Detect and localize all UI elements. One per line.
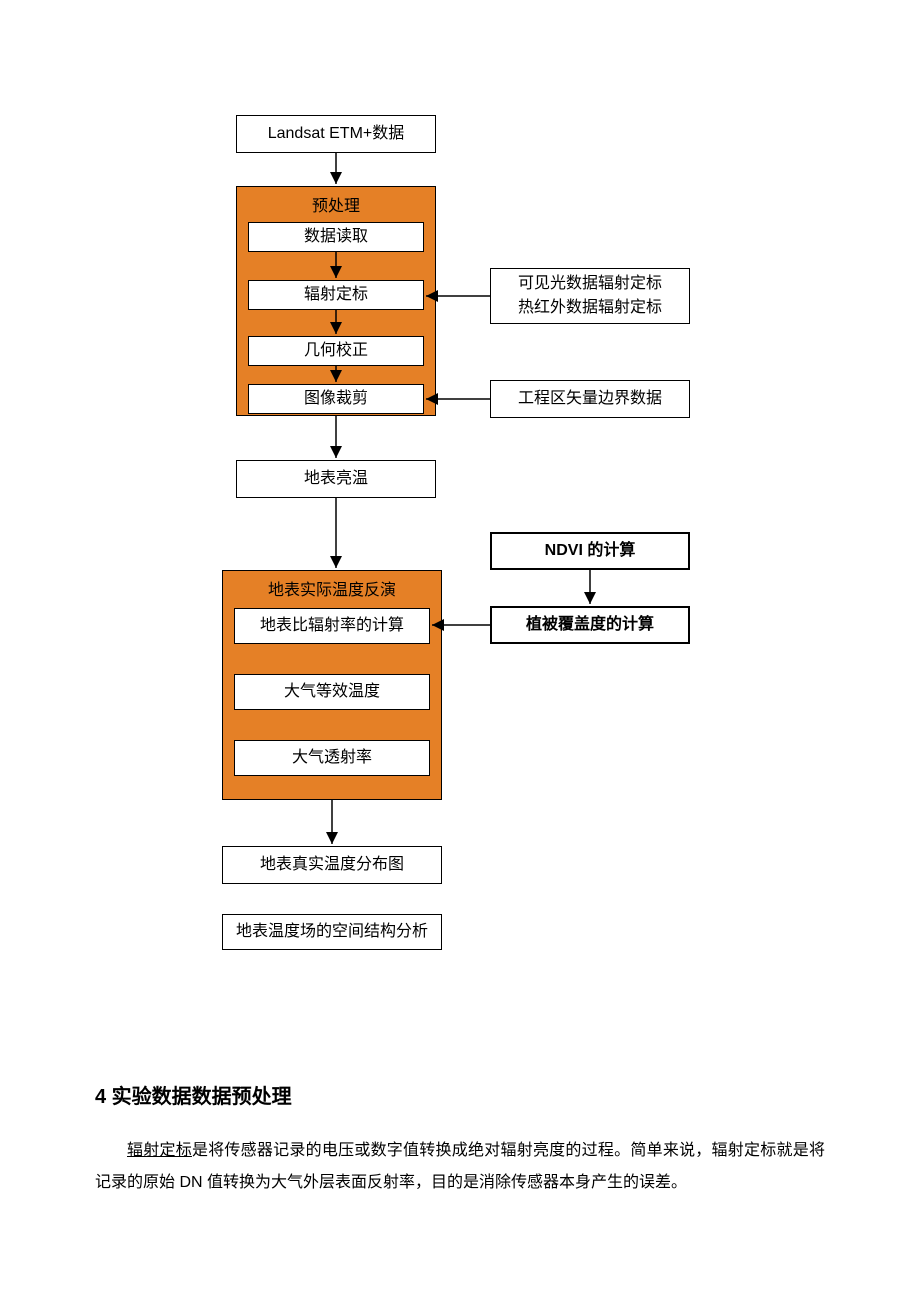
group-preprocessing-title: 预处理 <box>237 187 435 221</box>
section-heading: 4 实验数据数据预处理 <box>95 1080 292 1109</box>
flowchart-container: Landsat ETM+数据 预处理 数据读取 辐射定标 几何校正 图像裁剪 可… <box>0 0 920 970</box>
underlined-term: 辐射定标 <box>127 1142 192 1159</box>
node-landsat: Landsat ETM+数据 <box>236 115 436 153</box>
node-emissivity: 地表比辐射率的计算 <box>234 608 430 644</box>
node-geometric-correction: 几何校正 <box>248 336 424 366</box>
node-temp-distribution: 地表真实温度分布图 <box>222 846 442 884</box>
flowchart-arrows <box>0 0 920 970</box>
node-ndvi: NDVI 的计算 <box>490 532 690 570</box>
paragraph-rest: 是将传感器记录的电压或数字值转换成绝对辐射亮度的过程。简单来说，辐射定标就是将记… <box>95 1142 825 1191</box>
node-image-crop: 图像裁剪 <box>248 384 424 414</box>
group-temperature-title: 地表实际温度反演 <box>223 571 441 605</box>
side-calib-types-inner: 可见光数据辐射定标 热红外数据辐射定标 <box>490 268 690 324</box>
side-vector-boundary: 工程区矢量边界数据 <box>490 380 690 418</box>
node-spatial-structure: 地表温度场的空间结构分析 <box>222 914 442 950</box>
side-calib-l1: 可见光数据辐射定标 <box>518 272 662 296</box>
body-paragraph: 辐射定标是将传感器记录的电压或数字值转换成绝对辐射亮度的过程。简单来说，辐射定标… <box>95 1135 825 1199</box>
node-atm-temp: 大气等效温度 <box>234 674 430 710</box>
node-brightness-temp: 地表亮温 <box>236 460 436 498</box>
node-data-read: 数据读取 <box>248 222 424 252</box>
node-vegetation-cover: 植被覆盖度的计算 <box>490 606 690 644</box>
node-atm-transmittance: 大气透射率 <box>234 740 430 776</box>
node-radiometric-calib: 辐射定标 <box>248 280 424 310</box>
side-calib-l2: 热红外数据辐射定标 <box>518 296 662 320</box>
